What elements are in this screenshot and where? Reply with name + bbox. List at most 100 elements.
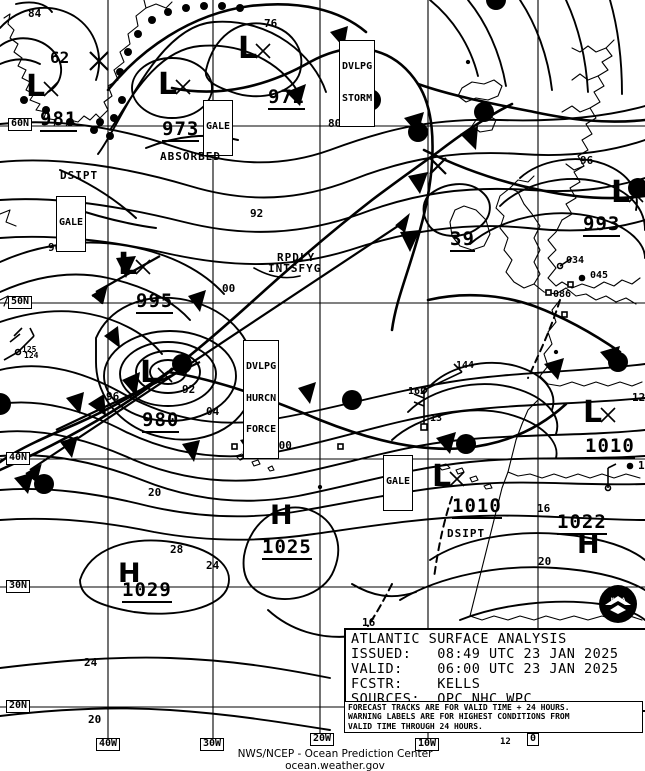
pressure-label-39: 39 bbox=[450, 228, 475, 252]
low-glyph: L bbox=[140, 355, 159, 390]
annotation-dsipt-se: DSIPT bbox=[447, 527, 486, 540]
isobar-label: 20 bbox=[88, 713, 102, 726]
low-glyph: L bbox=[118, 247, 137, 282]
pressure-label-993: 993 bbox=[583, 213, 621, 237]
isobar-label: 62 bbox=[50, 48, 70, 67]
isobar-label: 20 bbox=[148, 486, 162, 499]
isobar-label: 16 bbox=[362, 616, 376, 629]
pressure-label-980: 980 bbox=[142, 409, 180, 433]
low-glyph: L bbox=[583, 395, 602, 430]
warning-line: DVLPG bbox=[342, 61, 373, 72]
isobar-label: 92 bbox=[182, 383, 196, 396]
credit-block: NWS/NCEP - Ocean Prediction Center ocean… bbox=[185, 748, 485, 771]
isobar-label: 24 bbox=[206, 559, 220, 572]
noaa-logo-text: NOAA bbox=[611, 597, 626, 603]
title-block: ATLANTIC SURFACE ANALYSIS ISSUED: 08:49 … bbox=[344, 628, 645, 712]
valid-line: VALID: 06:00 UTC 23 JAN 2025 bbox=[351, 661, 619, 678]
isobar-label: 04 bbox=[206, 405, 220, 418]
latitude-label-30n: 30N bbox=[6, 580, 31, 593]
warning-line: FORCE bbox=[246, 424, 277, 435]
isobar-label: 24 bbox=[84, 656, 98, 669]
low-glyph: L bbox=[432, 459, 451, 494]
isobar-label: 200 bbox=[272, 439, 292, 452]
pressure-label-972: 972 bbox=[268, 86, 306, 110]
warning-line: HURCN bbox=[246, 392, 277, 404]
station-value: 034 bbox=[566, 255, 585, 266]
disclaimer-line-1: FORECAST TRACKS ARE FOR VALID TIME + 24 … bbox=[348, 703, 570, 712]
pressure-label-995: 995 bbox=[136, 290, 174, 314]
station-value: 045 bbox=[590, 270, 609, 281]
station-value: 124 bbox=[24, 351, 39, 360]
isobar-label: 80 bbox=[328, 117, 342, 130]
isobar-label: 84 bbox=[28, 7, 42, 20]
pressure-label-1010-right: 1010 bbox=[585, 435, 635, 459]
high-symbol-1025: H bbox=[270, 500, 293, 531]
high-symbol-1029: H bbox=[118, 558, 141, 589]
isobar-label: 16 bbox=[537, 502, 551, 515]
station-value: 162 bbox=[408, 386, 427, 397]
isobar-label: 20 bbox=[538, 555, 552, 568]
disclaimer-line-3: VALID TIME THROUGH 24 HOURS. bbox=[348, 721, 483, 731]
latitude-label-20n: 20N bbox=[6, 700, 31, 713]
issued-line: ISSUED: 08:49 UTC 23 JAN 2025 bbox=[351, 646, 619, 663]
warning-box-dvlpg-hurcn-force: DVLPG HURCN FORCE bbox=[243, 340, 280, 459]
warning-line: GALE bbox=[206, 121, 231, 132]
occluded-front bbox=[106, 3, 368, 92]
isobar-label: 96 bbox=[48, 241, 62, 254]
isobar-label: 76 bbox=[264, 17, 278, 30]
station-value: 086 bbox=[553, 289, 572, 300]
credit-agency: NWS/NCEP - Ocean Prediction Center bbox=[237, 748, 433, 760]
low-glyph: L bbox=[26, 69, 45, 104]
annotation-intsfyg: INTSFYG bbox=[268, 262, 322, 275]
low-glyph: L bbox=[238, 31, 257, 66]
longitude-label-0: 0 bbox=[527, 733, 540, 746]
warning-box-gale: GALE bbox=[383, 455, 414, 511]
latitude-label-40n: 40N bbox=[6, 452, 31, 465]
isobar-label: 92 bbox=[250, 207, 264, 220]
longitude-label-10w: 10W bbox=[415, 738, 440, 751]
warning-box-dvlpg-storm: DVLPG STORM bbox=[339, 40, 376, 127]
isobar-label: 96 bbox=[580, 154, 594, 167]
station-value: 13 bbox=[430, 413, 443, 424]
long-front-ne bbox=[0, 150, 440, 472]
isobar-label: 12 bbox=[632, 391, 645, 404]
disclaimer-line-2: WARNING LABELS ARE FOR HIGHEST CONDITION… bbox=[348, 712, 570, 722]
pressure-label-1029: 1029 bbox=[122, 579, 172, 603]
warning-line: STORM bbox=[342, 92, 373, 104]
annotation-dsipt-nw: DSIPT bbox=[60, 169, 99, 182]
warning-line: GALE bbox=[59, 217, 84, 228]
pressure-label-1010-lower: 1010 bbox=[452, 495, 502, 519]
low-x-marker bbox=[43, 43, 644, 487]
isobar-label: 96 bbox=[106, 390, 120, 403]
warning-line: GALE bbox=[386, 476, 411, 487]
annotation-rpdly: RPDLY bbox=[277, 251, 316, 264]
warning-box-gale: GALE bbox=[56, 196, 87, 252]
warning-line: DVLPG bbox=[246, 361, 277, 372]
station-value: 125 bbox=[22, 345, 37, 354]
isobar-label: 28 bbox=[170, 543, 184, 556]
warning-box-gale: GALE bbox=[203, 100, 234, 156]
warm-front-980 bbox=[166, 370, 568, 451]
product-title: ATLANTIC SURFACE ANALYSIS bbox=[351, 631, 567, 647]
forecaster-line: FCSTR: KELLS bbox=[351, 676, 481, 693]
longitude-label-30w: 30W bbox=[200, 738, 225, 751]
latitude-label-50n: 50N bbox=[8, 296, 33, 309]
low-glyph: L bbox=[611, 175, 630, 210]
noaa-seagull-logo: NOAA bbox=[599, 585, 637, 623]
forecast-track-arrows bbox=[25, 212, 410, 483]
pressure-label-1025: 1025 bbox=[262, 536, 312, 560]
pressure-label-1022: 1022 bbox=[557, 511, 607, 535]
disclaimer-block: FORECAST TRACKS ARE FOR VALID TIME + 24 … bbox=[344, 701, 643, 734]
warm-front-upper bbox=[416, 82, 645, 123]
station-value: 144 bbox=[456, 360, 475, 371]
annotation-absorbed: ABSORBED bbox=[160, 150, 221, 163]
longitude-label-40w: 40W bbox=[96, 738, 121, 751]
isobar-label: 12 bbox=[500, 737, 511, 747]
low-glyph: L bbox=[158, 67, 177, 102]
low-symbol-group: L L L L L L L L bbox=[26, 31, 644, 494]
